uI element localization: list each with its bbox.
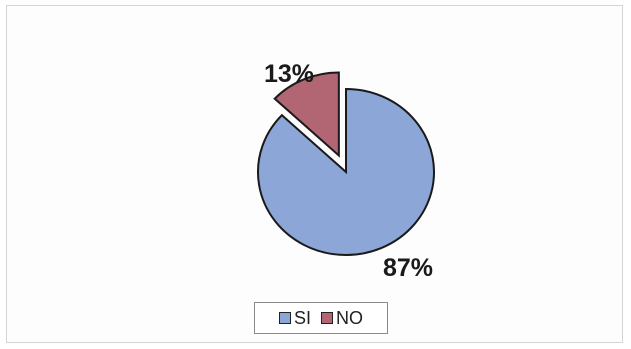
data-label-no: 13%	[264, 60, 314, 88]
pie-slice-no	[273, 71, 340, 158]
legend: SI NO	[254, 302, 388, 334]
data-label-si: 87%	[383, 254, 433, 282]
legend-item-si: SI	[278, 307, 311, 329]
pie-slice-si	[257, 87, 435, 256]
legend-swatch-no	[321, 312, 333, 324]
legend-label-si: SI	[293, 307, 311, 328]
legend-label-no: NO	[336, 307, 363, 328]
legend-item-no: NO	[321, 308, 363, 329]
pie-slices	[257, 71, 435, 256]
legend-swatch-si	[278, 312, 291, 324]
